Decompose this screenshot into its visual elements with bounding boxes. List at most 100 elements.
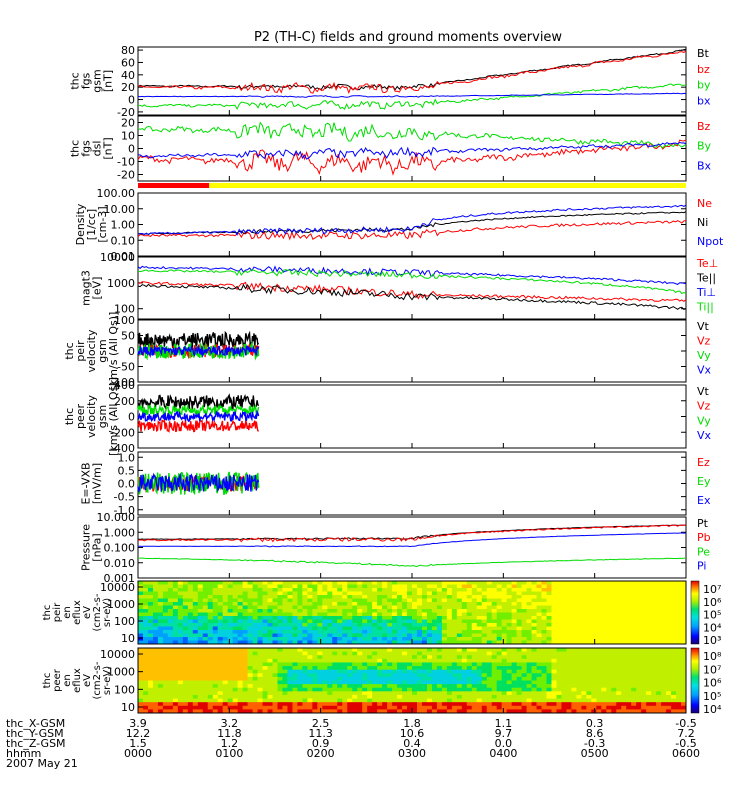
spectrogram-cell: [347, 609, 353, 613]
spectrogram-cell: [596, 691, 602, 696]
spectrogram-cell: [277, 598, 283, 603]
spectrogram-cell: [626, 680, 632, 685]
spectrogram-cell: [382, 602, 388, 606]
spectrogram-cell: [252, 591, 258, 596]
spectrogram-cell: [571, 680, 577, 685]
spectrogram-cell: [571, 669, 577, 674]
spectrogram-cell: [671, 609, 677, 613]
spectrogram-cell: [626, 633, 632, 638]
spectrogram-cell: [242, 691, 248, 696]
spectrogram-cell: [297, 633, 303, 638]
spectrogram-cell: [217, 637, 224, 641]
spectrogram-cell: [182, 662, 189, 667]
spectrogram-cell: [257, 684, 263, 689]
spectrogram-cell: [451, 673, 458, 678]
spectrogram-cell: [402, 666, 408, 671]
spectrogram-cell: [152, 705, 159, 710]
spectrogram-cell: [327, 640, 333, 645]
ephemeris-value: 8.6: [586, 727, 604, 740]
spectrogram-cell: [257, 698, 263, 703]
spectrogram-cell: [347, 595, 353, 599]
spectrogram-cell: [536, 662, 542, 667]
spectrogram-cell: [362, 698, 368, 703]
spectrogram-cell: [496, 673, 503, 678]
spectrogram-cell: [511, 662, 518, 667]
spectrogram-cell: [496, 684, 503, 689]
spectrogram-cell: [671, 605, 677, 610]
spectrogram-cell: [327, 591, 333, 596]
spectrogram-cell: [347, 640, 353, 645]
spectrogram-cell: [516, 666, 522, 671]
spectrogram-cell: [397, 626, 403, 631]
spectrogram-cell: [631, 595, 637, 599]
series-fgs_dsl-Bz: [137, 139, 687, 176]
spectrogram-cell: [262, 598, 268, 603]
spectrogram-cell: [516, 588, 522, 592]
spectrogram-cell: [177, 673, 184, 678]
spectrogram-cell: [546, 581, 552, 585]
spectrogram-cell: [192, 602, 199, 606]
spectrogram-cell: [212, 698, 219, 703]
spectrogram-cell: [576, 673, 582, 678]
spectrogram-cell: [177, 584, 184, 589]
spectrogram-cell: [232, 676, 239, 681]
spectrogram-cell: [596, 676, 602, 681]
spectrogram-cell: [426, 619, 433, 624]
spectrogram-cell: [212, 669, 219, 674]
spectrogram-cell: [297, 602, 303, 606]
spectrogram-cell: [302, 691, 308, 696]
spectrogram-cell: [501, 694, 508, 699]
spectrogram-cell: [651, 619, 657, 624]
spectrogram-cell: [516, 648, 522, 653]
spectrogram-cell: [646, 581, 652, 585]
spectrogram-cell: [397, 598, 403, 603]
spectrogram-cell: [262, 687, 268, 692]
spectrogram-cell: [496, 591, 503, 596]
spectrogram-cell: [227, 702, 234, 707]
spectrogram-cell: [322, 655, 328, 660]
spectrogram-cell: [601, 709, 607, 714]
spectrogram-cell: [551, 591, 557, 596]
spectrogram-cell: [656, 673, 662, 678]
spectrogram-cell: [431, 669, 438, 674]
spectrogram-cell: [212, 591, 219, 596]
spectrogram-cell: [247, 691, 253, 696]
spectrogram-cell: [342, 605, 348, 610]
spectrogram-cell: [541, 673, 547, 678]
spectrogram-cell: [526, 702, 532, 707]
spectrogram-cell: [322, 648, 328, 653]
spectrogram-cell: [481, 651, 488, 656]
spectrogram-cell: [342, 626, 348, 631]
spectrogram-cell: [676, 676, 682, 681]
spectrogram-cell: [197, 623, 204, 627]
spectrogram-cell: [476, 616, 483, 620]
y-axis-label-line: gsm: [96, 339, 109, 362]
spectrogram-cell: [302, 605, 308, 610]
spectrogram-cell: [332, 691, 338, 696]
spectrogram-cell: [222, 605, 229, 610]
spectrogram-cell: [297, 630, 303, 634]
spectrogram-cell: [651, 637, 657, 641]
spectrogram-cell: [496, 581, 503, 585]
spectrogram-cell: [486, 640, 493, 645]
spectrogram-cell: [382, 623, 388, 627]
spectrogram-cell: [138, 705, 144, 710]
spectrogram-cell: [601, 619, 607, 624]
spectrogram-cell: [491, 640, 498, 645]
ephemeris-value: 0.0: [495, 737, 513, 750]
spectrogram-cell: [626, 705, 632, 710]
spectrogram-cell: [277, 694, 283, 699]
spectrogram-cell: [287, 612, 293, 617]
spectrogram-cell: [347, 630, 353, 634]
spectrogram-cell: [382, 630, 388, 634]
spectrogram-cell: [581, 709, 587, 714]
spectrogram-cell: [616, 680, 622, 685]
spectrogram-cell: [387, 651, 393, 656]
spectrogram-cell: [407, 581, 413, 585]
spectrogram-cell: [212, 612, 219, 617]
spectrogram-cell: [332, 633, 338, 638]
spectrogram-cell: [646, 680, 652, 685]
spectrogram-cell: [307, 602, 313, 606]
spectrogram-cell: [182, 687, 189, 692]
spectrogram-cell: [162, 648, 169, 653]
